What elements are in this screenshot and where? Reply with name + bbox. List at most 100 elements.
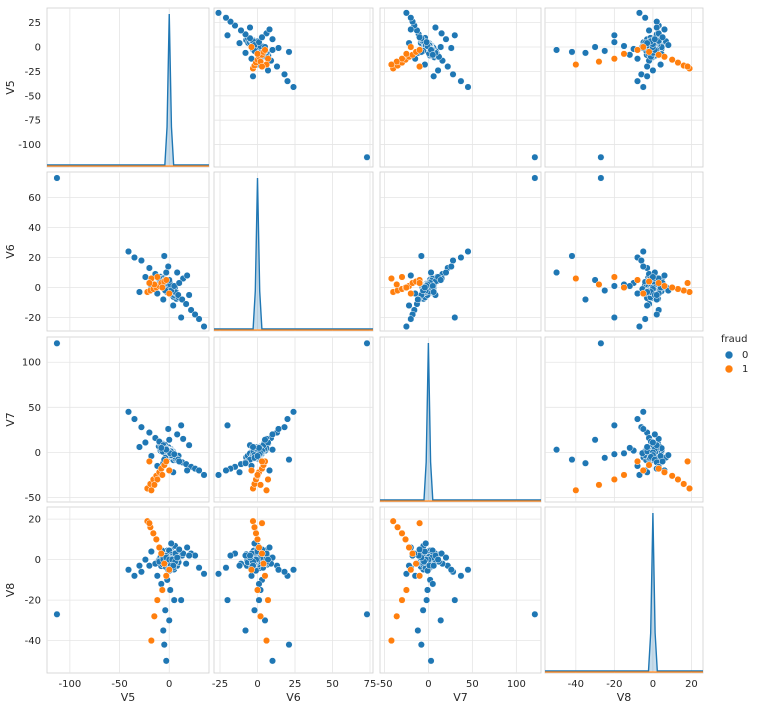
panel-frame: [379, 7, 542, 168]
panel-frame: [544, 7, 704, 168]
point-class-0: [645, 26, 653, 34]
point-class-0: [250, 606, 259, 614]
point-class-0: [164, 262, 172, 271]
point-class-0: [464, 566, 472, 574]
point-class-0: [177, 313, 185, 322]
point-class-1: [684, 279, 692, 287]
point-class-0: [442, 268, 450, 277]
x-tick-label: -40: [568, 679, 584, 690]
point-class-1: [153, 273, 161, 281]
point-class-1: [684, 62, 692, 71]
point-class-0: [610, 282, 618, 290]
point-class-0: [175, 279, 183, 287]
point-class-0: [223, 31, 232, 39]
point-class-0: [174, 291, 182, 299]
point-class-0: [568, 456, 576, 464]
panel-V8-V8: -40 -20 0 20 V8: [544, 506, 704, 704]
point-class-1: [162, 457, 170, 465]
point-class-0: [53, 174, 61, 182]
point-class-0: [222, 14, 230, 22]
point-class-0: [274, 44, 283, 52]
point-class-0: [407, 25, 415, 34]
point-class-0: [289, 408, 298, 416]
point-class-0: [664, 41, 672, 49]
point-class-0: [157, 580, 165, 588]
y-tick-label: -20: [25, 313, 41, 324]
point-class-1: [165, 289, 173, 298]
point-class-0: [222, 564, 230, 572]
point-class-1: [149, 529, 157, 537]
point-class-0: [633, 55, 642, 63]
point-class-0: [419, 606, 427, 614]
point-class-0: [173, 554, 181, 562]
point-class-0: [183, 466, 191, 474]
point-class-0: [214, 9, 223, 17]
point-class-0: [178, 295, 186, 304]
point-class-0: [431, 23, 439, 32]
point-class-0: [226, 18, 235, 26]
point-class-0: [235, 468, 244, 476]
point-class-0: [430, 72, 438, 80]
panel-V6-V6: [213, 171, 374, 332]
point-class-1: [389, 517, 397, 525]
point-class-1: [152, 535, 160, 543]
point-class-1: [256, 612, 265, 620]
point-class-0: [591, 43, 599, 51]
point-class-0: [261, 616, 269, 624]
panel-V8-V6: -25 0 25 50 75 V6: [212, 506, 376, 704]
point-class-0: [464, 247, 472, 256]
point-class-1: [387, 61, 395, 69]
x-tick-label: -25: [212, 679, 228, 690]
y-tick-label: -50: [25, 91, 41, 102]
point-class-0: [268, 35, 277, 43]
point-class-0: [429, 580, 437, 588]
point-class-1: [398, 596, 406, 604]
point-class-0: [264, 66, 272, 74]
panel-V5-V8: [544, 7, 704, 168]
point-class-0: [449, 256, 457, 265]
point-class-0: [414, 295, 422, 304]
point-class-0: [170, 596, 178, 604]
panel-frame: [379, 171, 542, 332]
point-class-0: [231, 22, 239, 30]
point-class-1: [150, 612, 158, 620]
point-class-0: [265, 543, 274, 552]
point-class-0: [253, 452, 262, 460]
point-class-0: [658, 33, 667, 41]
point-class-1: [157, 550, 165, 558]
point-class-0: [649, 438, 657, 447]
point-class-0: [177, 421, 185, 429]
point-class-0: [610, 450, 618, 458]
point-class-0: [166, 586, 174, 594]
point-class-0: [531, 174, 539, 182]
x-tick-label: 25: [289, 679, 302, 690]
point-class-0: [451, 313, 459, 322]
pairplot-panels: -100 -75 -50 -25 0 25 V5 -20 0 20 40 60 V6 -50 0 50 100 V…: [4, 7, 704, 704]
x-tick-label: 0: [650, 679, 656, 690]
point-class-0: [164, 425, 172, 433]
y-tick-label: 50: [28, 403, 41, 414]
point-class-1: [655, 51, 663, 59]
kde-fill-0: [47, 14, 209, 165]
point-class-1: [158, 283, 166, 292]
point-class-0: [414, 626, 422, 635]
kde-curve-0: [214, 177, 373, 330]
y-axis-label: V7: [4, 412, 17, 427]
point-class-1: [255, 543, 263, 552]
y-tick-label: -100: [18, 140, 41, 151]
point-class-0: [261, 436, 269, 444]
point-class-1: [416, 279, 424, 287]
point-class-0: [626, 444, 634, 452]
point-class-0: [457, 253, 465, 262]
point-class-1: [153, 475, 161, 484]
point-class-1: [256, 481, 265, 489]
point-class-1: [253, 471, 262, 479]
point-class-0: [651, 35, 659, 43]
point-class-1: [639, 43, 647, 51]
point-class-0: [363, 339, 371, 347]
point-class-1: [407, 566, 415, 574]
point-class-0: [655, 435, 663, 443]
point-class-0: [635, 9, 643, 17]
point-class-0: [135, 288, 143, 296]
panel-frame: [46, 336, 210, 503]
